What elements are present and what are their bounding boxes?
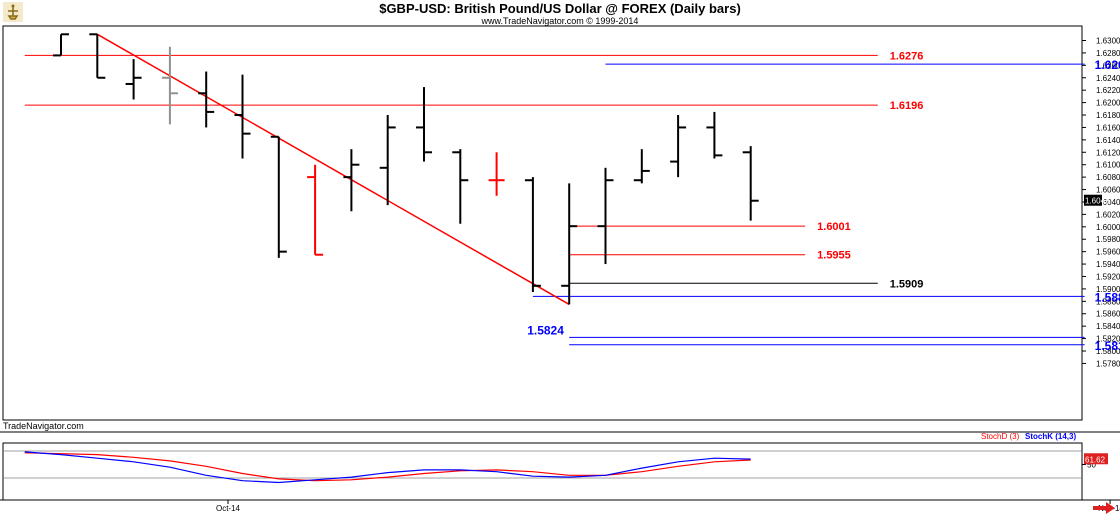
price-y-tick-label: 1.5820 <box>1096 335 1120 344</box>
price-y-tick-label: 1.6100 <box>1096 161 1120 170</box>
price-y-tick-label: 1.5920 <box>1096 272 1120 281</box>
price-y-tick-label: 1.5960 <box>1096 248 1120 257</box>
price-y-tick-label: 1.5780 <box>1096 359 1120 368</box>
price-y-tick-label: 1.5980 <box>1096 235 1120 244</box>
last-price-tag: 1.6042 <box>1085 197 1110 206</box>
price-y-tick-label: 1.6140 <box>1096 136 1120 145</box>
price-y-tick-label: 1.5840 <box>1096 322 1120 331</box>
level-label: 1.5824 <box>527 323 564 337</box>
level-label: 1.6196 <box>890 100 924 112</box>
oscillator-series-line <box>24 452 751 482</box>
price-y-tick-label: 1.6020 <box>1096 210 1120 219</box>
watermark-label: TradeNavigator.com <box>3 421 84 431</box>
legend-stochd: StochD (3) <box>981 432 1020 441</box>
price-y-tick-label: 1.5940 <box>1096 260 1120 269</box>
price-y-tick-label: 1.6120 <box>1096 148 1120 157</box>
price-y-tick-label: 1.6080 <box>1096 173 1120 182</box>
chart-title: $GBP-USD: British Pound/US Dollar @ FORE… <box>379 1 741 16</box>
level-label: 1.6001 <box>817 221 851 233</box>
price-y-tick-label: 1.6260 <box>1096 61 1120 70</box>
price-y-tick-label: 1.6300 <box>1096 37 1120 46</box>
price-y-tick-label: 1.6240 <box>1096 74 1120 83</box>
oscillator-y-tick-label: 50 <box>1087 461 1096 470</box>
oscillator-panel-frame <box>2 442 1083 501</box>
chart-subtitle: www.TradeNavigator.com © 1999-2014 <box>481 16 639 26</box>
price-y-tick-label: 1.6160 <box>1096 123 1120 132</box>
legend-stochk: StochK (14,3) <box>1025 432 1076 441</box>
oscillator-value-tag-bg <box>1084 453 1108 465</box>
oscillator-series-line <box>24 451 751 484</box>
trade-navigator-logo-icon <box>3 2 23 22</box>
price-y-tick-label: 1.6040 <box>1096 198 1120 207</box>
price-y-tick-label: 1.5860 <box>1096 310 1120 319</box>
level-label: 1.5909 <box>890 278 924 290</box>
price-y-tick-label: 1.6200 <box>1096 99 1120 108</box>
price-y-tick-label: 1.6180 <box>1096 111 1120 120</box>
trendline <box>96 33 570 306</box>
level-label: 1.6262 <box>1095 58 1120 72</box>
price-y-tick-label: 1.6280 <box>1096 49 1120 58</box>
level-label: 1.5955 <box>817 250 851 262</box>
last-price-tag-bg <box>1084 194 1102 206</box>
price-y-tick-label: 1.6060 <box>1096 186 1120 195</box>
price-y-tick-label: 1.6220 <box>1096 86 1120 95</box>
price-y-tick-label: 1.5880 <box>1096 297 1120 306</box>
price-panel-frame <box>2 25 1083 421</box>
level-label: 1.5888 <box>1095 290 1120 304</box>
price-y-tick-label: 1.6000 <box>1096 223 1120 232</box>
x-tick-label: Oct-14 <box>216 504 241 513</box>
level-label: 1.6276 <box>890 50 924 62</box>
price-y-tick-label: 1.5800 <box>1096 347 1120 356</box>
oscillator-value-tag: 61.62 <box>1085 455 1106 464</box>
price-y-tick-label: 1.5900 <box>1096 285 1120 294</box>
scroll-right-arrow-icon[interactable] <box>1092 502 1116 514</box>
level-label: 1.5810 <box>1095 339 1120 353</box>
